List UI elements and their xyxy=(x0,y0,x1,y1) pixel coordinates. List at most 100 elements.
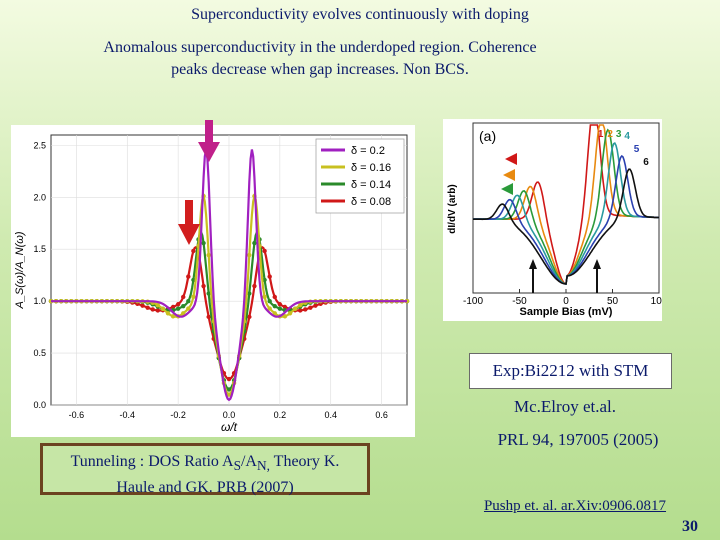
series-marker xyxy=(191,248,196,254)
series-marker xyxy=(298,308,303,313)
series-marker xyxy=(155,308,160,313)
tunneling-line-2: Haule and GK. PRB (2007) xyxy=(116,479,294,497)
gap-arrows xyxy=(529,259,601,293)
y-tick-label: 0.5 xyxy=(33,348,46,358)
y-tick-label: 1.5 xyxy=(33,244,46,254)
series-marker xyxy=(201,240,206,246)
series-marker xyxy=(272,294,277,300)
series-marker xyxy=(277,302,283,307)
series-marker xyxy=(170,304,176,310)
x-tick-label: 0.2 xyxy=(274,410,287,420)
series-marker xyxy=(206,252,211,258)
spectra-y-label: dI/dV (arb) xyxy=(447,184,458,233)
series-marker xyxy=(262,248,267,254)
legend-entry: δ = 0.16 xyxy=(351,162,391,174)
series-marker xyxy=(308,305,313,310)
curve-label: 6 xyxy=(643,157,649,168)
series-marker xyxy=(181,294,186,300)
series-marker xyxy=(145,305,150,310)
authors-label: Mc.Elroy et.al. xyxy=(514,397,616,416)
magenta-arrow xyxy=(198,120,220,162)
series-marker xyxy=(262,294,267,300)
theory-dos-ratio-svg: 0.0 0.5 1.0 1.5 2.0 2.5 -0.6 -0.4 -0.2 0.0 0.2 0.4… xyxy=(14,134,410,434)
y-tick-label: 1.0 xyxy=(33,296,46,306)
curve-label: 2 xyxy=(607,129,613,140)
series-marker xyxy=(313,303,318,308)
series-marker xyxy=(247,291,252,296)
x-tick-label: -0.4 xyxy=(120,410,136,420)
panel-label: (a) xyxy=(479,128,496,144)
series-marker xyxy=(277,306,283,311)
series-marker xyxy=(267,274,272,279)
tunneling-line-1: Tunneling : DOS Ratio AS/AN, Theory K. xyxy=(43,451,367,477)
tunneling-text-suffix: Theory K. xyxy=(269,453,340,470)
slide-title: Superconductivity evolves continuously w… xyxy=(191,6,529,23)
series-marker xyxy=(247,314,252,320)
x-tick-label: 100 xyxy=(651,296,662,307)
curve-label: 1 xyxy=(598,129,604,140)
peak-arrow-2 xyxy=(503,169,515,181)
slide-subtitle: Anomalous superconductivity in the under… xyxy=(60,37,580,81)
series-marker xyxy=(287,311,293,316)
x-tick-label: 50 xyxy=(607,296,619,307)
experiment-label-box: Exp:Bi2212 with STM xyxy=(469,353,672,389)
x-tick-label: -50 xyxy=(512,296,527,307)
series-marker xyxy=(175,302,181,307)
series-marker xyxy=(186,274,191,279)
series-marker xyxy=(282,304,288,310)
series-marker xyxy=(206,291,211,296)
series-marker xyxy=(155,302,160,308)
series-marker xyxy=(267,298,272,304)
magenta-arrow-head xyxy=(198,142,220,162)
theory-dos-ratio-chart: 0.0 0.5 1.0 1.5 2.0 2.5 -0.6 -0.4 -0.2 0.0 0.2 0.4… xyxy=(11,125,415,437)
series-marker xyxy=(247,252,252,258)
tunneling-subscript-n: N, xyxy=(256,458,270,474)
preprint-link[interactable]: Pushp et. al. ar.Xiv:0906.0817 xyxy=(483,498,667,514)
y-tick-label: 2.5 xyxy=(33,140,46,150)
series-marker xyxy=(181,303,186,309)
series-marker xyxy=(303,307,308,312)
x-tick-label: 0.0 xyxy=(223,410,236,420)
peak-arrow-3 xyxy=(501,183,513,195)
series-marker xyxy=(170,314,176,319)
peak-colored-arrows xyxy=(501,153,517,195)
curve-label: 5 xyxy=(634,144,640,155)
spectrum-line xyxy=(473,154,659,285)
series-marker xyxy=(186,306,191,311)
spectrum-line xyxy=(473,128,659,285)
series-marker xyxy=(226,387,232,392)
tunneling-text-prefix: Tunneling : DOS Ratio A xyxy=(70,453,234,470)
series-marker xyxy=(175,306,181,311)
spectra-x-label: Sample Bias (mV) xyxy=(520,306,613,318)
series-marker xyxy=(292,306,298,312)
curve-label: 4 xyxy=(624,131,630,142)
series-marker xyxy=(282,314,288,319)
tunneling-subscript-s: S xyxy=(233,458,241,474)
red-arrow xyxy=(178,200,200,245)
red-arrow-head xyxy=(178,224,200,245)
x-tick-label: -0.6 xyxy=(69,410,85,420)
series-marker xyxy=(252,240,257,246)
series-marker xyxy=(272,311,277,316)
magenta-arrow-shaft xyxy=(205,120,213,142)
gap-arrow-right-head xyxy=(593,259,601,269)
x-axis-label: ω/t xyxy=(221,420,238,434)
y-tick-label: 2.0 xyxy=(33,192,46,202)
y-axis-label: A_S(ω)/A_N(ω) xyxy=(14,231,26,309)
red-arrow-shaft xyxy=(185,200,193,224)
series-marker xyxy=(272,303,277,309)
subtitle-line-1: Anomalous superconductivity in the under… xyxy=(103,39,537,56)
tunneling-text-mid: /A xyxy=(240,453,257,470)
spectra-frame xyxy=(472,122,660,294)
series-marker xyxy=(191,294,196,300)
tunneling-theory-box: Tunneling : DOS Ratio AS/AN, Theory K. H… xyxy=(40,443,370,496)
series-line xyxy=(51,149,407,402)
legend: δ = 0.2 δ = 0.16 δ = 0.14 δ = 0.08 xyxy=(315,138,405,214)
series-marker xyxy=(201,283,206,289)
spectrum-line xyxy=(473,168,660,285)
legend-entry: δ = 0.14 xyxy=(351,179,391,191)
series-marker xyxy=(165,311,171,316)
